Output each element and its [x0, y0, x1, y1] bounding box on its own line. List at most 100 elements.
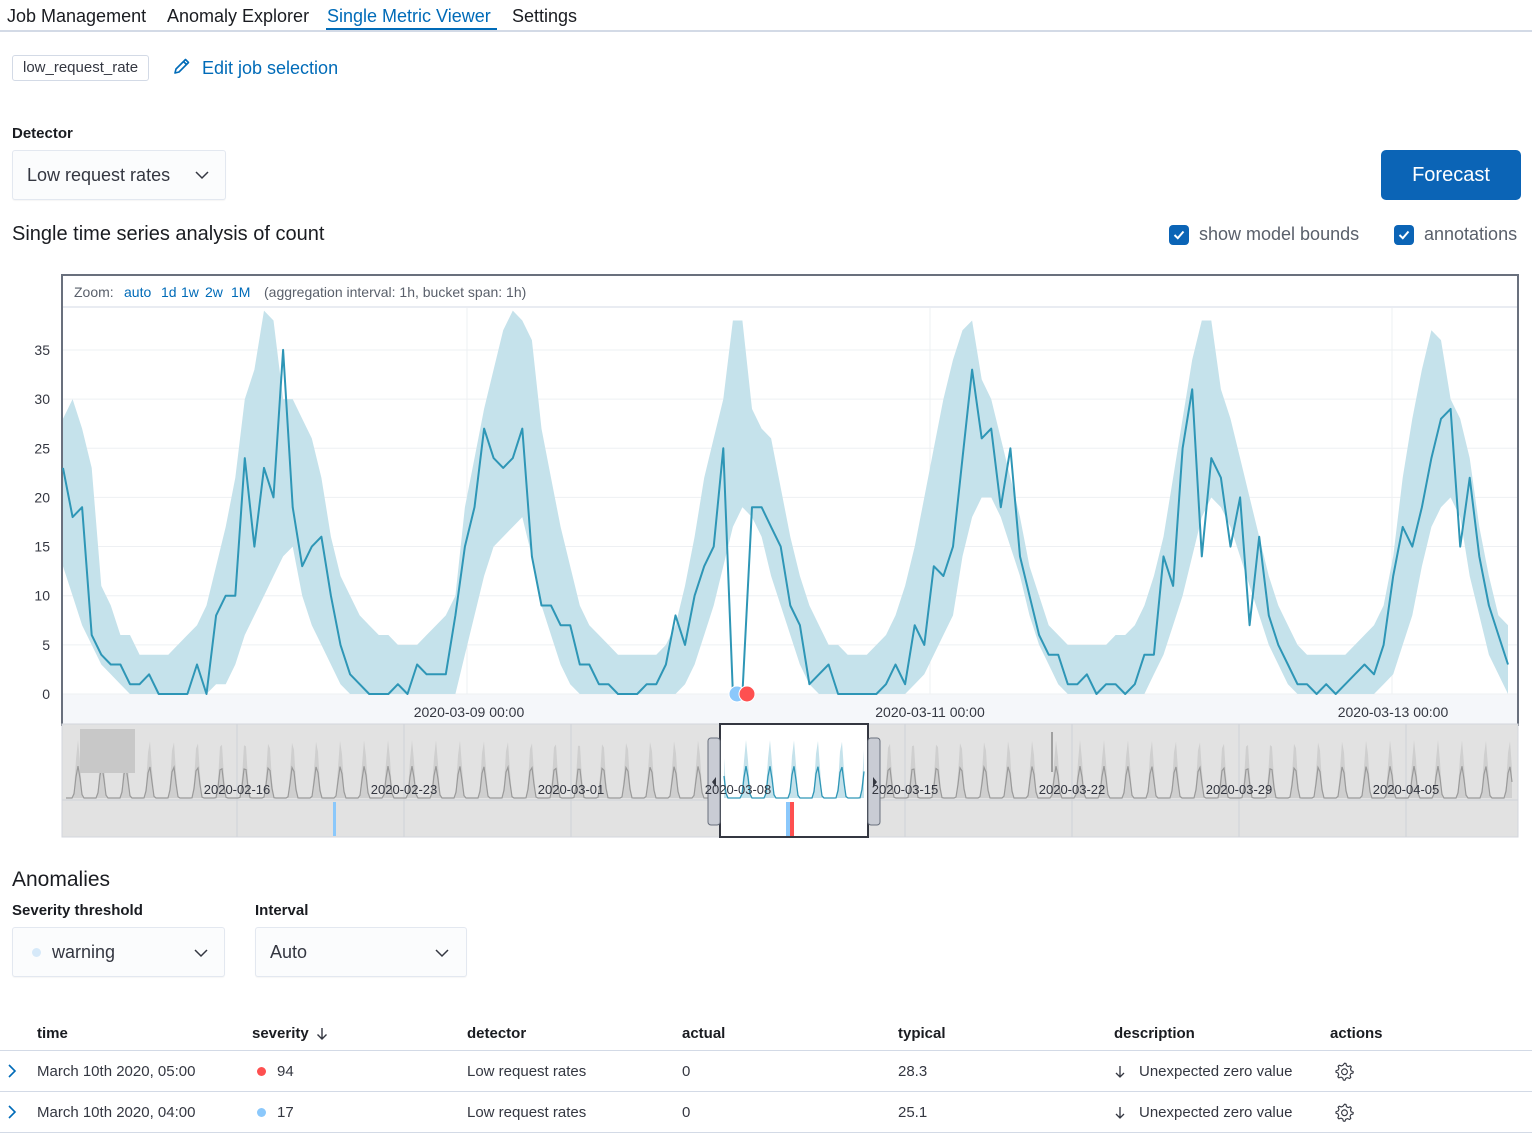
edit-job-selection-label: Edit job selection — [202, 57, 339, 78]
severity-warning-dot — [32, 948, 41, 957]
x-axis-band — [63, 694, 1517, 724]
tab-settings[interactable]: Settings — [512, 6, 578, 26]
detector-select-value: Low request rates — [27, 165, 171, 185]
interval-select[interactable]: Auto — [255, 927, 467, 977]
row-divider — [0, 1132, 1532, 1133]
y-tick-label: 0 — [42, 686, 50, 702]
detector-select[interactable]: Low request rates — [12, 150, 226, 200]
anomalies-title: Anomalies — [12, 868, 111, 891]
interval-label: Interval — [255, 902, 309, 919]
severity-threshold-label: Severity threshold — [12, 902, 143, 919]
column-header-typical[interactable]: typical — [898, 1025, 946, 1042]
brush-left-arrow-icon — [712, 777, 716, 787]
x-tick-label: 2020-03-11 00:00 — [875, 704, 985, 720]
row-typical: 28.3 — [898, 1063, 928, 1080]
row-description: Unexpected zero value — [1139, 1104, 1293, 1121]
brush-right-arrow-icon — [873, 777, 877, 787]
column-header-time[interactable]: time — [37, 1025, 68, 1042]
arrow-down-icon — [1115, 1107, 1125, 1119]
annotations-checkbox[interactable]: annotations — [1394, 224, 1517, 245]
y-tick-label: 5 — [42, 637, 50, 653]
context-bounds-area — [66, 740, 1512, 798]
tab-single-metric-viewer[interactable]: Single Metric Viewer — [327, 6, 491, 26]
forecast-button[interactable]: Forecast — [1381, 150, 1521, 200]
chevron-down-icon — [435, 949, 449, 958]
column-header-description[interactable]: description — [1114, 1025, 1195, 1042]
row-divider — [0, 1091, 1532, 1092]
x-tick-label: 2020-03-13 00:00 — [1338, 704, 1449, 720]
zoom-option-1w[interactable]: 1w — [181, 284, 200, 300]
context-tick-label: 2020-02-23 — [371, 782, 438, 797]
edit-job-selection-button[interactable]: Edit job selection — [172, 56, 338, 80]
expand-row-chevron-icon[interactable] — [5, 1063, 19, 1079]
y-tick-label: 15 — [34, 539, 50, 555]
zoom-prefix: Zoom: — [74, 284, 114, 300]
context-tick-label: 2020-02-16 — [204, 782, 271, 797]
y-tick-label: 35 — [34, 342, 50, 358]
y-tick-label: 25 — [34, 440, 50, 456]
row-time: March 10th 2020, 05:00 — [37, 1063, 196, 1080]
checkbox-checked-icon — [1169, 224, 1189, 245]
row-time: March 10th 2020, 04:00 — [37, 1104, 196, 1121]
sort-descending-icon — [316, 1027, 327, 1040]
severity-critical-dot — [257, 1067, 266, 1076]
context-chart[interactable]: 2020-02-16 2020-02-23 2020-03-01 2020-03-08… — [61, 723, 1519, 838]
detector-label: Detector — [12, 125, 73, 142]
context-tick-label: 2020-03-22 — [1039, 782, 1106, 797]
expand-row-chevron-icon[interactable] — [5, 1104, 19, 1120]
context-anomaly-warning-marker — [786, 802, 790, 836]
show-model-bounds-label: show model bounds — [1199, 224, 1360, 244]
pencil-icon — [172, 56, 192, 81]
y-tick-label: 20 — [34, 489, 50, 505]
zoom-option-1d[interactable]: 1d — [161, 284, 177, 300]
chart-title: Single time series analysis of count — [12, 223, 325, 245]
tab-job-management[interactable]: Job Management — [7, 6, 147, 26]
context-tick-label: 2020-03-29 — [1206, 782, 1273, 797]
column-header-severity-label: severity — [252, 1025, 309, 1042]
column-header-actions: actions — [1330, 1025, 1383, 1042]
y-tick-label: 30 — [34, 391, 50, 407]
arrow-down-icon — [1115, 1066, 1125, 1078]
single-metric-chart: Zoom: auto 1d 1w 2w 1M (aggregation inte… — [34, 274, 1519, 838]
model-bounds-area — [63, 310, 1508, 694]
row-detector: Low request rates — [467, 1063, 587, 1080]
zoom-option-1m[interactable]: 1M — [231, 284, 250, 300]
row-actual: 0 — [682, 1104, 691, 1121]
top-nav-tabs: Job Management Anomaly Explorer Single M… — [0, 0, 1532, 32]
show-model-bounds-checkbox[interactable]: show model bounds — [1169, 224, 1359, 245]
row-severity: 17 — [277, 1104, 294, 1121]
zoom-option-auto[interactable]: auto — [124, 284, 151, 300]
context-anomaly-critical-marker — [790, 802, 794, 836]
y-tick-label: 10 — [34, 588, 50, 604]
severity-threshold-value: warning — [52, 942, 116, 962]
context-tick-label: 2020-03-01 — [538, 782, 605, 797]
gear-icon[interactable] — [1334, 1061, 1355, 1082]
checkbox-checked-icon — [1394, 224, 1414, 245]
zoom-option-2w[interactable]: 2w — [205, 284, 224, 300]
x-tick-label: 2020-03-09 00:00 — [414, 704, 525, 720]
anomaly-marker-critical[interactable] — [738, 685, 756, 703]
column-header-detector[interactable]: detector — [467, 1025, 527, 1042]
context-tick-label: 2020-04-05 — [1373, 782, 1440, 797]
table-header-divider — [0, 1050, 1532, 1051]
zoom-interval-text: (aggregation interval: 1h, bucket span: … — [264, 284, 526, 300]
tab-anomaly-explorer[interactable]: Anomaly Explorer — [167, 6, 310, 26]
row-actual: 0 — [682, 1063, 691, 1080]
interval-value: Auto — [270, 942, 308, 962]
job-id-badge: low_request_rate — [12, 55, 150, 81]
row-detector: Low request rates — [467, 1104, 587, 1121]
severity-threshold-select[interactable]: warning — [12, 927, 225, 977]
context-anomaly-warning-marker — [333, 802, 336, 836]
column-header-severity[interactable]: severity — [252, 1025, 329, 1042]
severity-warning-dot — [257, 1108, 266, 1117]
row-typical: 25.1 — [898, 1104, 928, 1121]
gear-icon[interactable] — [1334, 1102, 1355, 1123]
context-selection-line — [723, 765, 865, 799]
row-severity: 94 — [277, 1063, 294, 1080]
actual-value-line — [62, 348, 1509, 695]
context-tick-label: 2020-03-08 — [705, 782, 772, 797]
chevron-down-icon — [194, 949, 208, 958]
column-header-actual[interactable]: actual — [682, 1025, 726, 1042]
row-description: Unexpected zero value — [1139, 1063, 1293, 1080]
context-tick-label: 2020-03-15 — [872, 782, 939, 797]
